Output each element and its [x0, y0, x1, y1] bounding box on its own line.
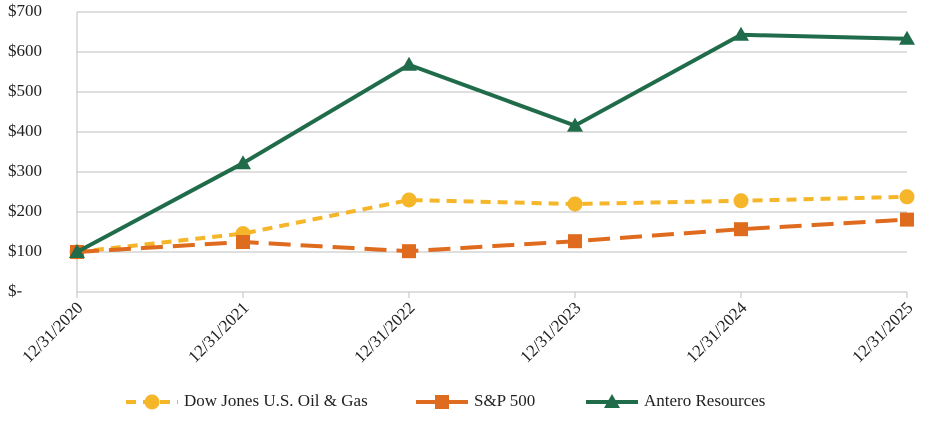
point	[899, 30, 915, 45]
point	[402, 244, 416, 259]
y-tick-label: $300	[8, 161, 42, 180]
series	[69, 26, 915, 258]
y-tick-label: $600	[8, 41, 42, 60]
y-tick-label: $200	[8, 201, 42, 220]
point	[401, 56, 417, 71]
x-tick-label: 12/31/2020	[18, 298, 86, 366]
x-tick-label: 12/31/2024	[682, 298, 751, 367]
point	[144, 394, 160, 410]
x-tick-label: 12/31/2023	[516, 298, 584, 366]
point	[733, 193, 749, 209]
y-tick-label: $100	[8, 241, 42, 260]
point	[733, 26, 749, 41]
point	[69, 244, 85, 258]
point	[568, 234, 582, 249]
line	[76, 194, 908, 254]
point	[900, 212, 914, 227]
point	[734, 222, 748, 237]
point	[401, 192, 417, 208]
point	[899, 189, 915, 205]
point	[567, 117, 583, 132]
y-tick-label: $400	[8, 121, 42, 140]
x-tick-label: 12/31/2025	[848, 298, 916, 366]
legend-label: Antero Resources	[644, 391, 765, 410]
legend-label: Dow Jones U.S. Oil & Gas	[184, 391, 368, 410]
line	[76, 217, 908, 254]
y-tick-label: $700	[8, 1, 42, 20]
point	[567, 196, 583, 212]
point	[235, 155, 251, 170]
y-tick-label: $-	[8, 281, 23, 300]
point	[604, 394, 620, 408]
point	[435, 395, 449, 409]
line	[76, 32, 908, 254]
y-tick-label: $500	[8, 81, 42, 100]
point	[236, 235, 250, 249]
legend-label: S&P 500	[474, 391, 535, 410]
x-tick-label: 12/31/2021	[184, 298, 252, 366]
x-tick-label: 12/31/2022	[350, 298, 418, 366]
series	[69, 189, 915, 260]
legend: Dow Jones U.S. Oil & Gas S&P 500 Antero Re…	[126, 391, 765, 410]
